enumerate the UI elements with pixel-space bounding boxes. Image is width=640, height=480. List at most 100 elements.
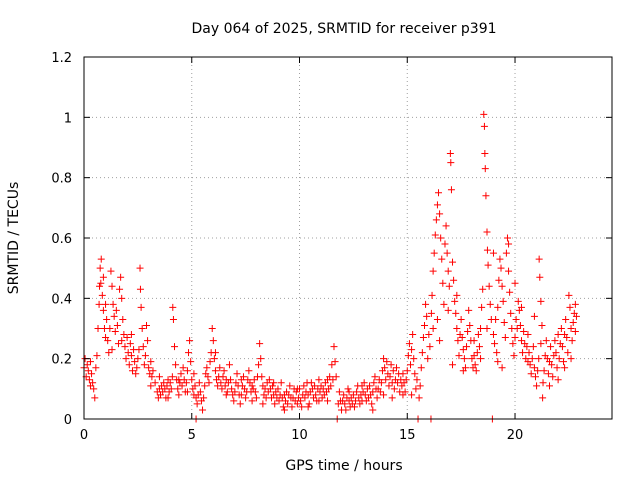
- data-point: [187, 358, 195, 366]
- data-point: [368, 400, 376, 408]
- data-point: [489, 331, 497, 339]
- data-point: [377, 379, 385, 387]
- data-point: [517, 337, 525, 345]
- data-point: [211, 367, 219, 375]
- data-point: [571, 300, 579, 308]
- data-point: [483, 246, 491, 254]
- data-point: [491, 340, 499, 348]
- data-point: [315, 397, 323, 405]
- data-point: [155, 373, 163, 381]
- y-tick-label: 0: [64, 413, 72, 428]
- data-point: [179, 364, 187, 372]
- data-point: [436, 210, 444, 218]
- data-point: [546, 382, 553, 390]
- data-point: [237, 391, 245, 399]
- data-point: [125, 361, 133, 369]
- x-tick-label: 15: [399, 428, 416, 443]
- x-tick-label: 5: [188, 428, 196, 443]
- data-point: [123, 334, 131, 342]
- data-point: [113, 321, 121, 329]
- data-point: [99, 273, 107, 281]
- data-point: [440, 300, 448, 308]
- data-point: [304, 403, 312, 411]
- data-point: [245, 367, 253, 375]
- data-point: [519, 349, 527, 357]
- data-point: [218, 385, 226, 393]
- data-point: [206, 358, 214, 366]
- data-point: [122, 355, 130, 363]
- data-point: [571, 328, 579, 336]
- data-point: [492, 315, 500, 323]
- data-point: [517, 303, 525, 311]
- data-point: [83, 361, 91, 369]
- data-point: [410, 355, 418, 363]
- data-point: [554, 331, 562, 339]
- data-point: [386, 373, 394, 381]
- data-point: [402, 376, 410, 384]
- data-point: [457, 315, 465, 323]
- data-point: [352, 397, 360, 405]
- data-point: [108, 346, 116, 354]
- data-point: [131, 358, 139, 366]
- data-point: [429, 267, 437, 275]
- data-point: [417, 364, 425, 372]
- data-point: [160, 379, 168, 387]
- data-point: [284, 400, 292, 408]
- data-point: [569, 318, 577, 326]
- data-point: [413, 376, 421, 384]
- data-point: [502, 249, 510, 257]
- data-point: [408, 391, 416, 399]
- data-point: [483, 325, 491, 332]
- data-point: [431, 231, 439, 239]
- data-point: [484, 261, 492, 269]
- data-point: [242, 394, 250, 402]
- data-point: [509, 340, 517, 348]
- data-point: [96, 264, 104, 272]
- data-point: [185, 349, 193, 357]
- data-point: [449, 258, 457, 266]
- data-point: [530, 312, 538, 320]
- data-point: [169, 303, 177, 311]
- data-point: [223, 388, 231, 396]
- data-point: [514, 297, 522, 305]
- data-point: [342, 406, 350, 414]
- data-point: [486, 300, 494, 308]
- data-point: [566, 303, 574, 311]
- data-point: [230, 397, 238, 405]
- data-point: [251, 388, 259, 396]
- data-point: [472, 367, 480, 375]
- data-point: [114, 340, 122, 348]
- data-point: [513, 325, 521, 332]
- y-tick-label: 0.4: [51, 292, 72, 307]
- data-point: [447, 159, 455, 167]
- data-point: [382, 376, 390, 384]
- data-point: [174, 385, 182, 393]
- data-point: [210, 355, 218, 363]
- data-point: [480, 110, 488, 118]
- data-point: [167, 385, 175, 393]
- data-point: [293, 400, 301, 408]
- data-point: [505, 240, 513, 248]
- data-point: [315, 376, 323, 384]
- data-point: [118, 337, 126, 345]
- data-point: [252, 394, 260, 402]
- data-point: [555, 355, 563, 363]
- chart-title: Day 064 of 2025, SRMTID for receiver p39…: [191, 21, 496, 37]
- data-point: [403, 367, 411, 375]
- data-point: [316, 388, 324, 396]
- data-point: [548, 361, 556, 369]
- data-point: [219, 373, 227, 381]
- data-point: [265, 376, 273, 384]
- data-point: [376, 388, 384, 396]
- data-point: [90, 385, 98, 393]
- data-point: [562, 315, 570, 323]
- data-point: [511, 279, 519, 287]
- data-point: [535, 255, 543, 263]
- data-point: [248, 397, 256, 405]
- data-point: [430, 249, 438, 257]
- data-points: [80, 110, 580, 423]
- data-point: [120, 331, 128, 339]
- y-tick-label: 0.2: [51, 353, 72, 368]
- data-point: [127, 331, 135, 339]
- data-point: [497, 264, 505, 272]
